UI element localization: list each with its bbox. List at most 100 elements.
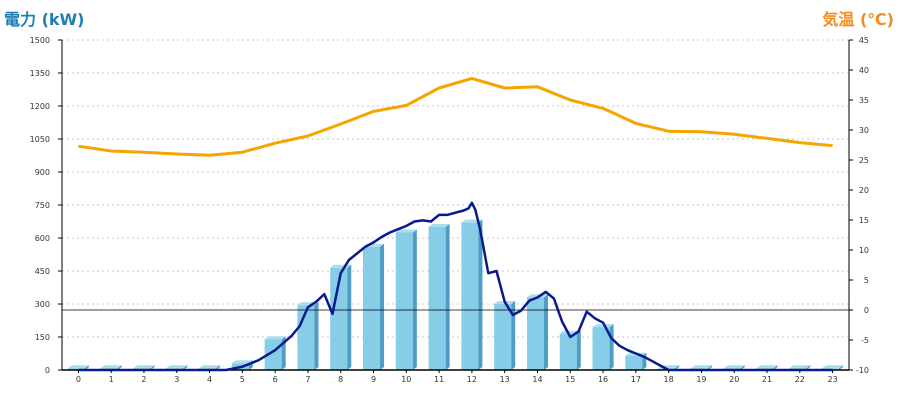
x-tick-label: 13 [500,375,510,384]
power-bar-front [395,232,413,370]
x-tick-label: 11 [434,375,444,384]
temperature-line-series [78,76,833,157]
left-tick-label: 1500 [30,36,50,45]
x-tick-label: 22 [795,375,805,384]
left-tick-label: 750 [35,201,50,210]
power-bar-front [526,297,545,370]
x-tick-label: 23 [828,375,838,384]
left-tick-label: 900 [35,168,50,177]
x-tick-label: 7 [305,375,310,384]
power-bar-side [314,302,319,370]
power-bar [526,294,549,370]
power-bar-front [67,368,85,370]
temperature-line [78,76,833,157]
x-tick-label: 2 [141,375,146,384]
power-line-series [78,201,833,372]
x-tick-label: 9 [371,375,376,384]
power-bar-front [625,355,643,370]
left-tick-label: 600 [35,234,50,243]
power-bar-top [756,365,778,369]
left-axis-ticks: 0 150 300 450 600 750 900 1050 1200 1350 1500 [30,36,62,375]
x-tick-label: 20 [729,375,739,384]
power-bar [297,302,319,370]
power-bar-top [166,365,188,369]
x-tick-label: 12 [467,375,477,384]
axes [61,40,850,371]
power-bars [67,219,844,370]
left-tick-label: 1350 [30,69,50,78]
power-bar-side [511,301,516,370]
x-tick-label: 14 [532,375,542,384]
power-bar-side [609,324,614,370]
power-bar [428,224,450,370]
left-tick-label: 450 [35,267,50,276]
power-bar [330,264,352,370]
x-tick-label: 15 [565,375,575,384]
power-bar [395,229,417,370]
x-tick-label: 16 [598,375,608,384]
right-tick-label: 15 [859,216,869,225]
power-bar-front [592,327,610,370]
power-bar [592,324,614,370]
power-line [78,201,833,372]
power-bar-top [592,324,614,328]
power-bar-front [559,333,577,370]
right-tick-label: 10 [859,246,869,255]
power-bar-front [494,304,512,370]
left-tick-label: 1050 [30,135,50,144]
power-bar-front [461,222,479,370]
power-bar-side [576,330,581,370]
power-bar-top [133,365,155,369]
x-tick-label: 17 [631,375,641,384]
x-tick-label: 21 [762,375,772,384]
x-tick-label: 1 [109,375,114,384]
power-bar-front [428,227,446,370]
power-bar-front [362,246,381,370]
right-tick-label: 0 [864,306,869,315]
right-tick-label: 20 [859,186,869,195]
power-bar [264,336,286,370]
temperature-axis-title: 気温 (℃) [822,10,894,29]
x-tick-label: 0 [76,375,81,384]
x-tick-label: 5 [240,375,245,384]
power-bar-top [100,365,122,369]
left-tick-label: 1200 [30,102,50,111]
x-tick-label: 4 [207,375,212,384]
power-bar-side [839,365,844,370]
x-tick-label: 18 [664,375,674,384]
power-bar-top [231,360,253,364]
power-bar [362,243,385,370]
right-tick-label: 5 [864,276,869,285]
power-bar-side [412,229,417,370]
power-bar-side [445,224,450,370]
right-tick-label: -5 [861,336,869,345]
x-tick-label: 19 [696,375,706,384]
x-axis-ticks: 0 1 2 3 4 5 6 7 8 9 10 11 12 13 14 15 16 17 18 19 20 21 22 23 [76,370,838,384]
x-tick-label: 6 [273,375,278,384]
power-bar-top [199,365,221,369]
power-bar-top [67,365,89,369]
right-tick-label: 35 [859,96,869,105]
power-bar-top [723,365,745,369]
grid-lines [62,39,849,338]
right-tick-label: -10 [856,366,869,375]
right-tick-label: 30 [859,126,869,135]
x-tick-label: 10 [401,375,411,384]
x-tick-label: 3 [174,375,179,384]
left-tick-label: 150 [35,333,50,342]
power-bar-top [690,365,712,369]
power-bar-top [822,365,844,369]
power-bar-top [395,229,417,233]
power-bar [461,219,483,370]
left-tick-label: 0 [45,366,50,375]
power-bar-side [544,294,549,370]
power-bar-side [380,243,385,370]
power-bar-side [347,264,352,370]
power-bar-front [330,267,348,370]
power-bar-top [789,365,811,369]
right-tick-label: 45 [859,36,869,45]
power-bar-side [478,219,483,370]
power-bar [494,301,516,370]
power-bar-top [264,336,286,340]
